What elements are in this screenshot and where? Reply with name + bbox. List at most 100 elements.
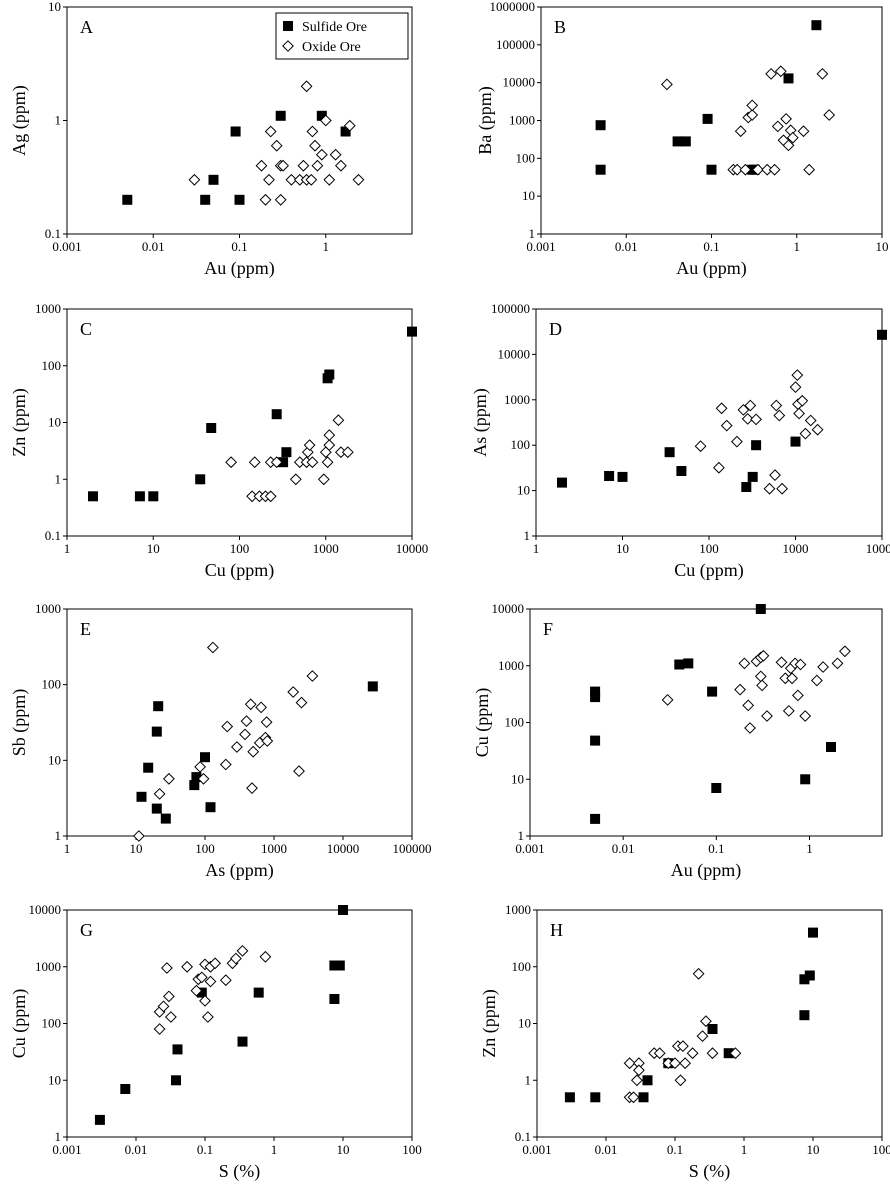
y-tick-label: 100 [42, 677, 62, 692]
y-tick-label: 10000 [503, 75, 536, 90]
x-tick-label: 100 [699, 541, 719, 556]
oxide-point [305, 173, 318, 186]
oxide-point [744, 399, 757, 412]
sulfide-point [94, 1114, 105, 1125]
oxide-point [332, 414, 345, 427]
oxide-point [293, 765, 305, 778]
x-tick-label: 10000 [327, 841, 360, 856]
oxide-point [754, 670, 767, 683]
oxide-point [653, 1047, 666, 1060]
x-tick-label: 0.1 [703, 239, 719, 254]
sulfide-point [707, 1024, 718, 1034]
panel-letter: F [543, 619, 553, 639]
legend-label-oxide: Oxide Ore [302, 40, 361, 55]
oxide-point [774, 65, 787, 78]
oxide-point [797, 125, 810, 138]
x-tick-label: 10000 [396, 541, 429, 556]
oxide-point [219, 974, 232, 987]
sulfide-point [148, 491, 159, 502]
y-tick-label: 10 [517, 483, 530, 498]
sulfide-point [367, 681, 378, 692]
y-tick-label: 1000 [35, 601, 61, 616]
y-tick-label: 10000 [492, 601, 525, 616]
y-axis-label: As (ppm) [470, 388, 491, 457]
panel-d: 1 10 100 1000 10000 1 10 100 1000 10000 100000 Cu (… [470, 301, 890, 581]
oxide-point [219, 758, 232, 771]
oxide-point [199, 958, 211, 971]
series-oxide-ore [660, 65, 836, 176]
oxide-point [769, 469, 781, 482]
x-tick-label: 10000 [866, 541, 890, 556]
oxide-point [712, 461, 725, 474]
oxide-point [270, 139, 283, 152]
oxide-point [255, 701, 268, 714]
oxide-point [773, 409, 786, 422]
oxide-point [306, 670, 319, 682]
oxide-point [630, 1074, 643, 1087]
oxide-point [289, 473, 302, 486]
oxide-point [230, 741, 243, 753]
sulfide-point [790, 436, 801, 447]
sulfide-point [334, 960, 345, 971]
oxide-point [341, 446, 354, 459]
series-oxide-ore [623, 967, 742, 1104]
y-tick-label: 0.1 [515, 1129, 531, 1144]
oxide-point [248, 456, 261, 469]
oxide-point [765, 67, 778, 80]
x-tick-label: 100 [872, 1142, 890, 1157]
oxide-point [247, 745, 260, 758]
oxide-point [706, 1047, 719, 1060]
sulfide-point [316, 110, 327, 121]
sulfide-point [706, 164, 717, 175]
sulfide-point [590, 692, 601, 703]
sulfide-point [271, 409, 282, 420]
x-tick-label: 0.001 [522, 1142, 551, 1157]
sulfide-point [206, 423, 217, 433]
x-axis-label: S (%) [689, 1161, 731, 1182]
y-tick-label: 100 [505, 715, 525, 730]
sulfide-point [200, 752, 210, 763]
oxide-point [791, 369, 804, 382]
sulfide-point [783, 73, 794, 84]
sulfide-point [642, 1075, 653, 1086]
x-tick-label: 0.1 [231, 239, 247, 254]
plot-frame [66, 909, 413, 1138]
oxide-point [229, 952, 242, 965]
sulfide-point [747, 471, 758, 482]
oxide-point [188, 173, 201, 186]
panel-letter: H [550, 920, 563, 940]
series-sulfide-ore [557, 329, 887, 492]
oxide-point [321, 456, 334, 469]
y-tick-label: 1000 [35, 959, 61, 974]
sulfide-point [590, 735, 601, 746]
oxide-point [746, 99, 759, 112]
y-tick-label: 100 [511, 437, 531, 452]
oxide-point [181, 960, 194, 973]
series-oxide-ore [153, 944, 272, 1035]
sulfide-point [826, 742, 836, 752]
sulfide-point [208, 174, 219, 185]
sulfide-point [205, 802, 216, 813]
y-tick-label: 10 [522, 188, 535, 203]
y-axis-label: Cu (ppm) [9, 989, 30, 1059]
oxide-point [782, 704, 795, 717]
sulfide-point [683, 658, 694, 669]
oxide-point [776, 482, 789, 495]
oxide-point [204, 975, 217, 988]
sulfide-point [800, 774, 811, 785]
sulfide-point [338, 905, 348, 915]
oxide-point [731, 163, 744, 176]
series-oxide-ore [225, 414, 354, 503]
oxide-point [153, 787, 166, 800]
oxide-point [782, 139, 795, 152]
oxide-point [263, 173, 275, 186]
y-tick-label: 1000 [509, 113, 535, 128]
x-tick-label: 1000 [783, 541, 809, 556]
sulfide-point [134, 491, 145, 502]
oxide-point [632, 1064, 645, 1077]
oxide-point [768, 163, 781, 176]
sulfide-point [329, 960, 340, 971]
oxide-point [660, 78, 673, 91]
x-tick-label: 1 [533, 541, 540, 556]
x-axis-label: Au (ppm) [676, 258, 747, 279]
